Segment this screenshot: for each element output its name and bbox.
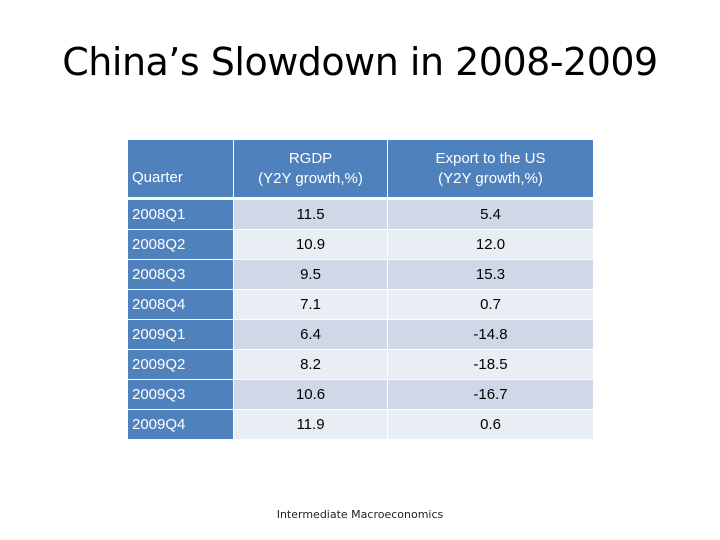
table-row: 2009Q3 10.6 -16.7: [128, 379, 593, 409]
table-row: 2008Q4 7.1 0.7: [128, 289, 593, 319]
rgdp-cell: 9.5: [233, 259, 387, 289]
rgdp-cell: 10.6: [233, 379, 387, 409]
quarter-cell: 2009Q2: [128, 349, 233, 379]
header-rgdp: RGDP (Y2Y growth,%): [233, 140, 387, 197]
rgdp-cell: 11.5: [233, 197, 387, 229]
header-rgdp-unit: (Y2Y growth,%): [258, 169, 363, 187]
table-header-row: Quarter RGDP (Y2Y growth,%) Export to th…: [128, 140, 593, 197]
rgdp-cell: 8.2: [233, 349, 387, 379]
rgdp-cell: 6.4: [233, 319, 387, 349]
export-us-cell: 0.6: [387, 409, 593, 439]
export-us-cell: 15.3: [387, 259, 593, 289]
quarter-cell: 2008Q3: [128, 259, 233, 289]
header-quarter: Quarter: [128, 140, 233, 197]
export-us-cell: 0.7: [387, 289, 593, 319]
quarter-cell: 2009Q1: [128, 319, 233, 349]
table-row: 2009Q4 11.9 0.6: [128, 409, 593, 439]
quarter-cell: 2009Q3: [128, 379, 233, 409]
rgdp-cell: 10.9: [233, 229, 387, 259]
table-row: 2009Q1 6.4 -14.8: [128, 319, 593, 349]
table-row: 2008Q1 11.5 5.4: [128, 197, 593, 229]
export-us-cell: -18.5: [387, 349, 593, 379]
header-export-us-unit: (Y2Y growth,%): [438, 169, 543, 187]
rgdp-cell: 7.1: [233, 289, 387, 319]
quarter-cell: 2008Q2: [128, 229, 233, 259]
table-row: 2008Q3 9.5 15.3: [128, 259, 593, 289]
table-row: 2009Q2 8.2 -18.5: [128, 349, 593, 379]
export-us-cell: 5.4: [387, 197, 593, 229]
export-us-cell: -14.8: [387, 319, 593, 349]
header-export-us-label: Export to the US: [435, 149, 546, 167]
slide-footer: Intermediate Macroeconomics: [276, 508, 444, 521]
quarter-cell: 2009Q4: [128, 409, 233, 439]
header-quarter-label: Quarter: [132, 169, 183, 186]
export-us-cell: -16.7: [387, 379, 593, 409]
growth-table: Quarter RGDP (Y2Y growth,%) Export to th…: [128, 140, 593, 439]
header-rgdp-label: RGDP: [288, 149, 333, 167]
header-export-us: Export to the US (Y2Y growth,%): [387, 140, 593, 197]
export-us-cell: 12.0: [387, 229, 593, 259]
quarter-cell: 2008Q4: [128, 289, 233, 319]
table-row: 2008Q2 10.9 12.0: [128, 229, 593, 259]
rgdp-cell: 11.9: [233, 409, 387, 439]
quarter-cell: 2008Q1: [128, 197, 233, 229]
slide-title: China’s Slowdown in 2008-2009: [62, 40, 658, 84]
